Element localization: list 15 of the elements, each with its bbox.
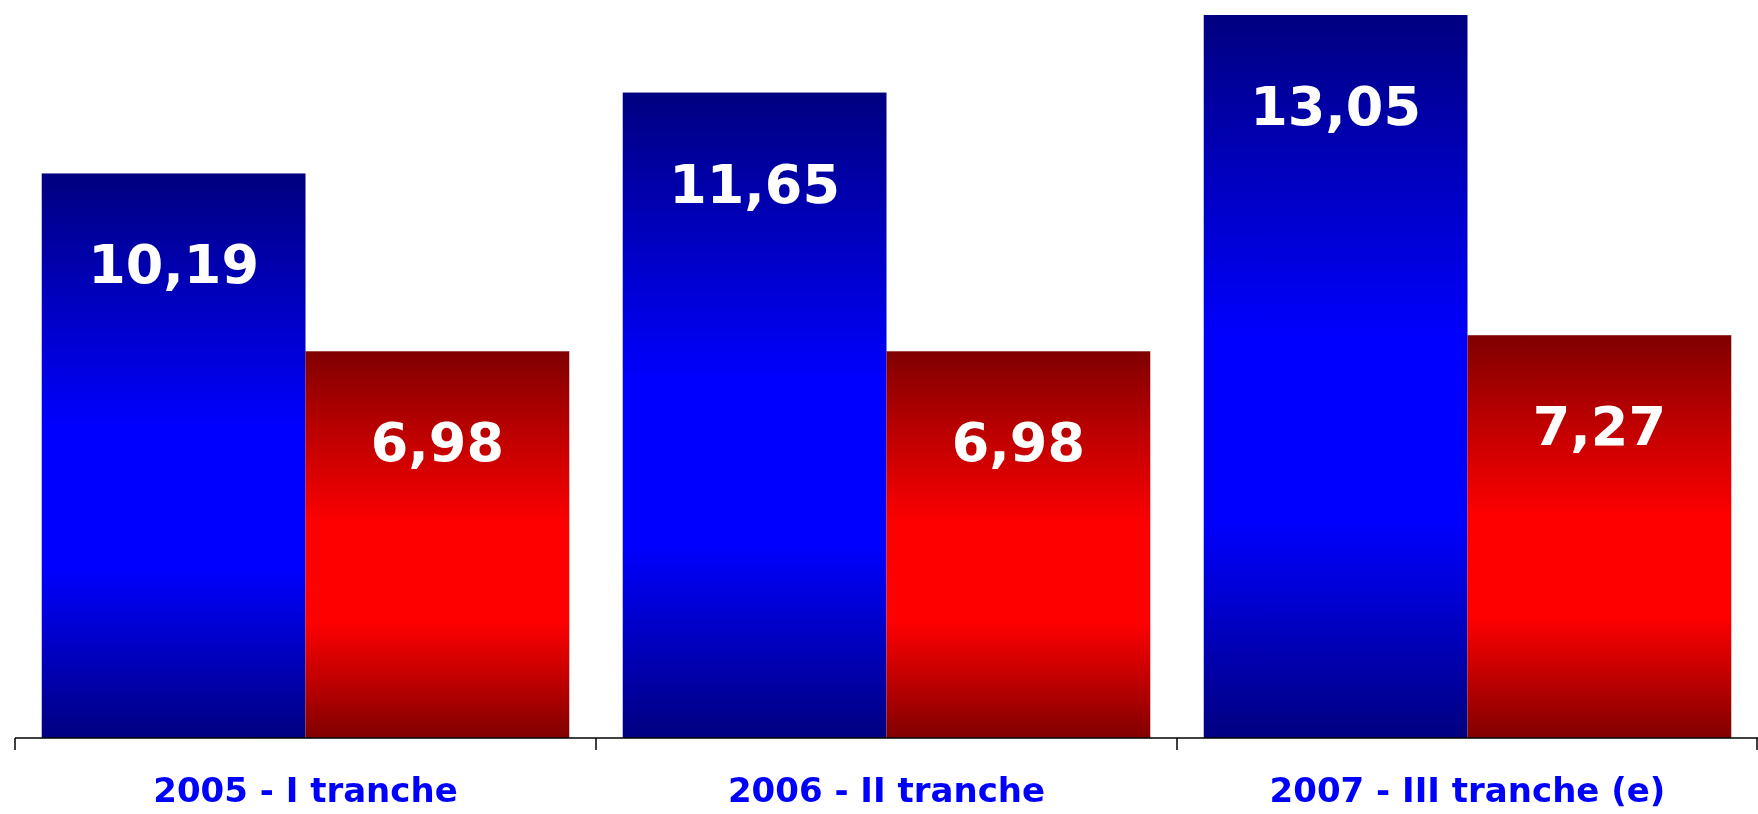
data-label: 7,27 xyxy=(1532,395,1666,459)
data-label: 6,98 xyxy=(370,411,504,475)
bar xyxy=(41,173,306,738)
bar xyxy=(305,351,570,738)
bar xyxy=(622,92,887,738)
data-label: 13,05 xyxy=(1250,75,1422,138)
bar xyxy=(1203,15,1468,738)
data-label: 11,65 xyxy=(669,152,841,216)
x-tick-label: 2005 - I tranche xyxy=(153,770,458,810)
x-tick-label: 2007 - III tranche (e) xyxy=(1269,770,1666,810)
data-label: 6,98 xyxy=(951,411,1085,475)
data-label: 10,19 xyxy=(88,233,260,297)
bar xyxy=(886,351,1151,738)
bar xyxy=(1467,335,1732,738)
x-tick-label: 2006 - II tranche xyxy=(727,770,1046,810)
